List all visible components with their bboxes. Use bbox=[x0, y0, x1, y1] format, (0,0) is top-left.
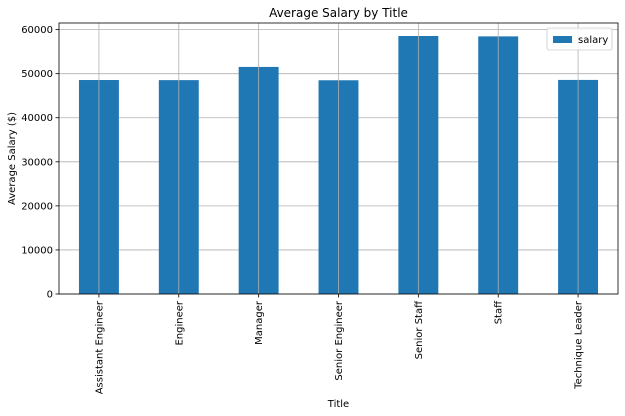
axes: 0 10000 20000 30000 40000 50000 60000 Assistant… bbox=[21, 22, 619, 394]
bars bbox=[78, 23, 599, 295]
legend-label: salary bbox=[578, 35, 608, 46]
y-tick-label: 60000 bbox=[21, 25, 53, 36]
x-axis-title: Title bbox=[327, 399, 349, 410]
y-tick-label: 40000 bbox=[21, 113, 53, 124]
x-tick-label: Assistant Engineer bbox=[94, 300, 105, 394]
chart-title: Average Salary by Title bbox=[269, 6, 408, 20]
legend-box bbox=[546, 27, 613, 51]
x-tick-label: Senior Staff bbox=[414, 300, 425, 359]
legend-swatch bbox=[553, 36, 572, 43]
y-tick-label: 50000 bbox=[21, 69, 53, 80]
x-tick-label: Technique Leader bbox=[574, 300, 585, 390]
y-tick-label: 20000 bbox=[21, 201, 53, 212]
y-axis-title: Average Salary ($) bbox=[7, 112, 18, 205]
x-tick-label: Engineer bbox=[174, 300, 185, 345]
y-tick-label: 10000 bbox=[21, 245, 53, 256]
y-tick-label: 30000 bbox=[21, 157, 53, 168]
x-tick-label: Manager bbox=[254, 300, 265, 345]
legend: salary bbox=[546, 27, 613, 51]
x-tick-label: Senior Engineer bbox=[334, 300, 345, 380]
y-tick-label: 0 bbox=[47, 290, 53, 301]
x-tick-label: Staff bbox=[494, 300, 505, 324]
